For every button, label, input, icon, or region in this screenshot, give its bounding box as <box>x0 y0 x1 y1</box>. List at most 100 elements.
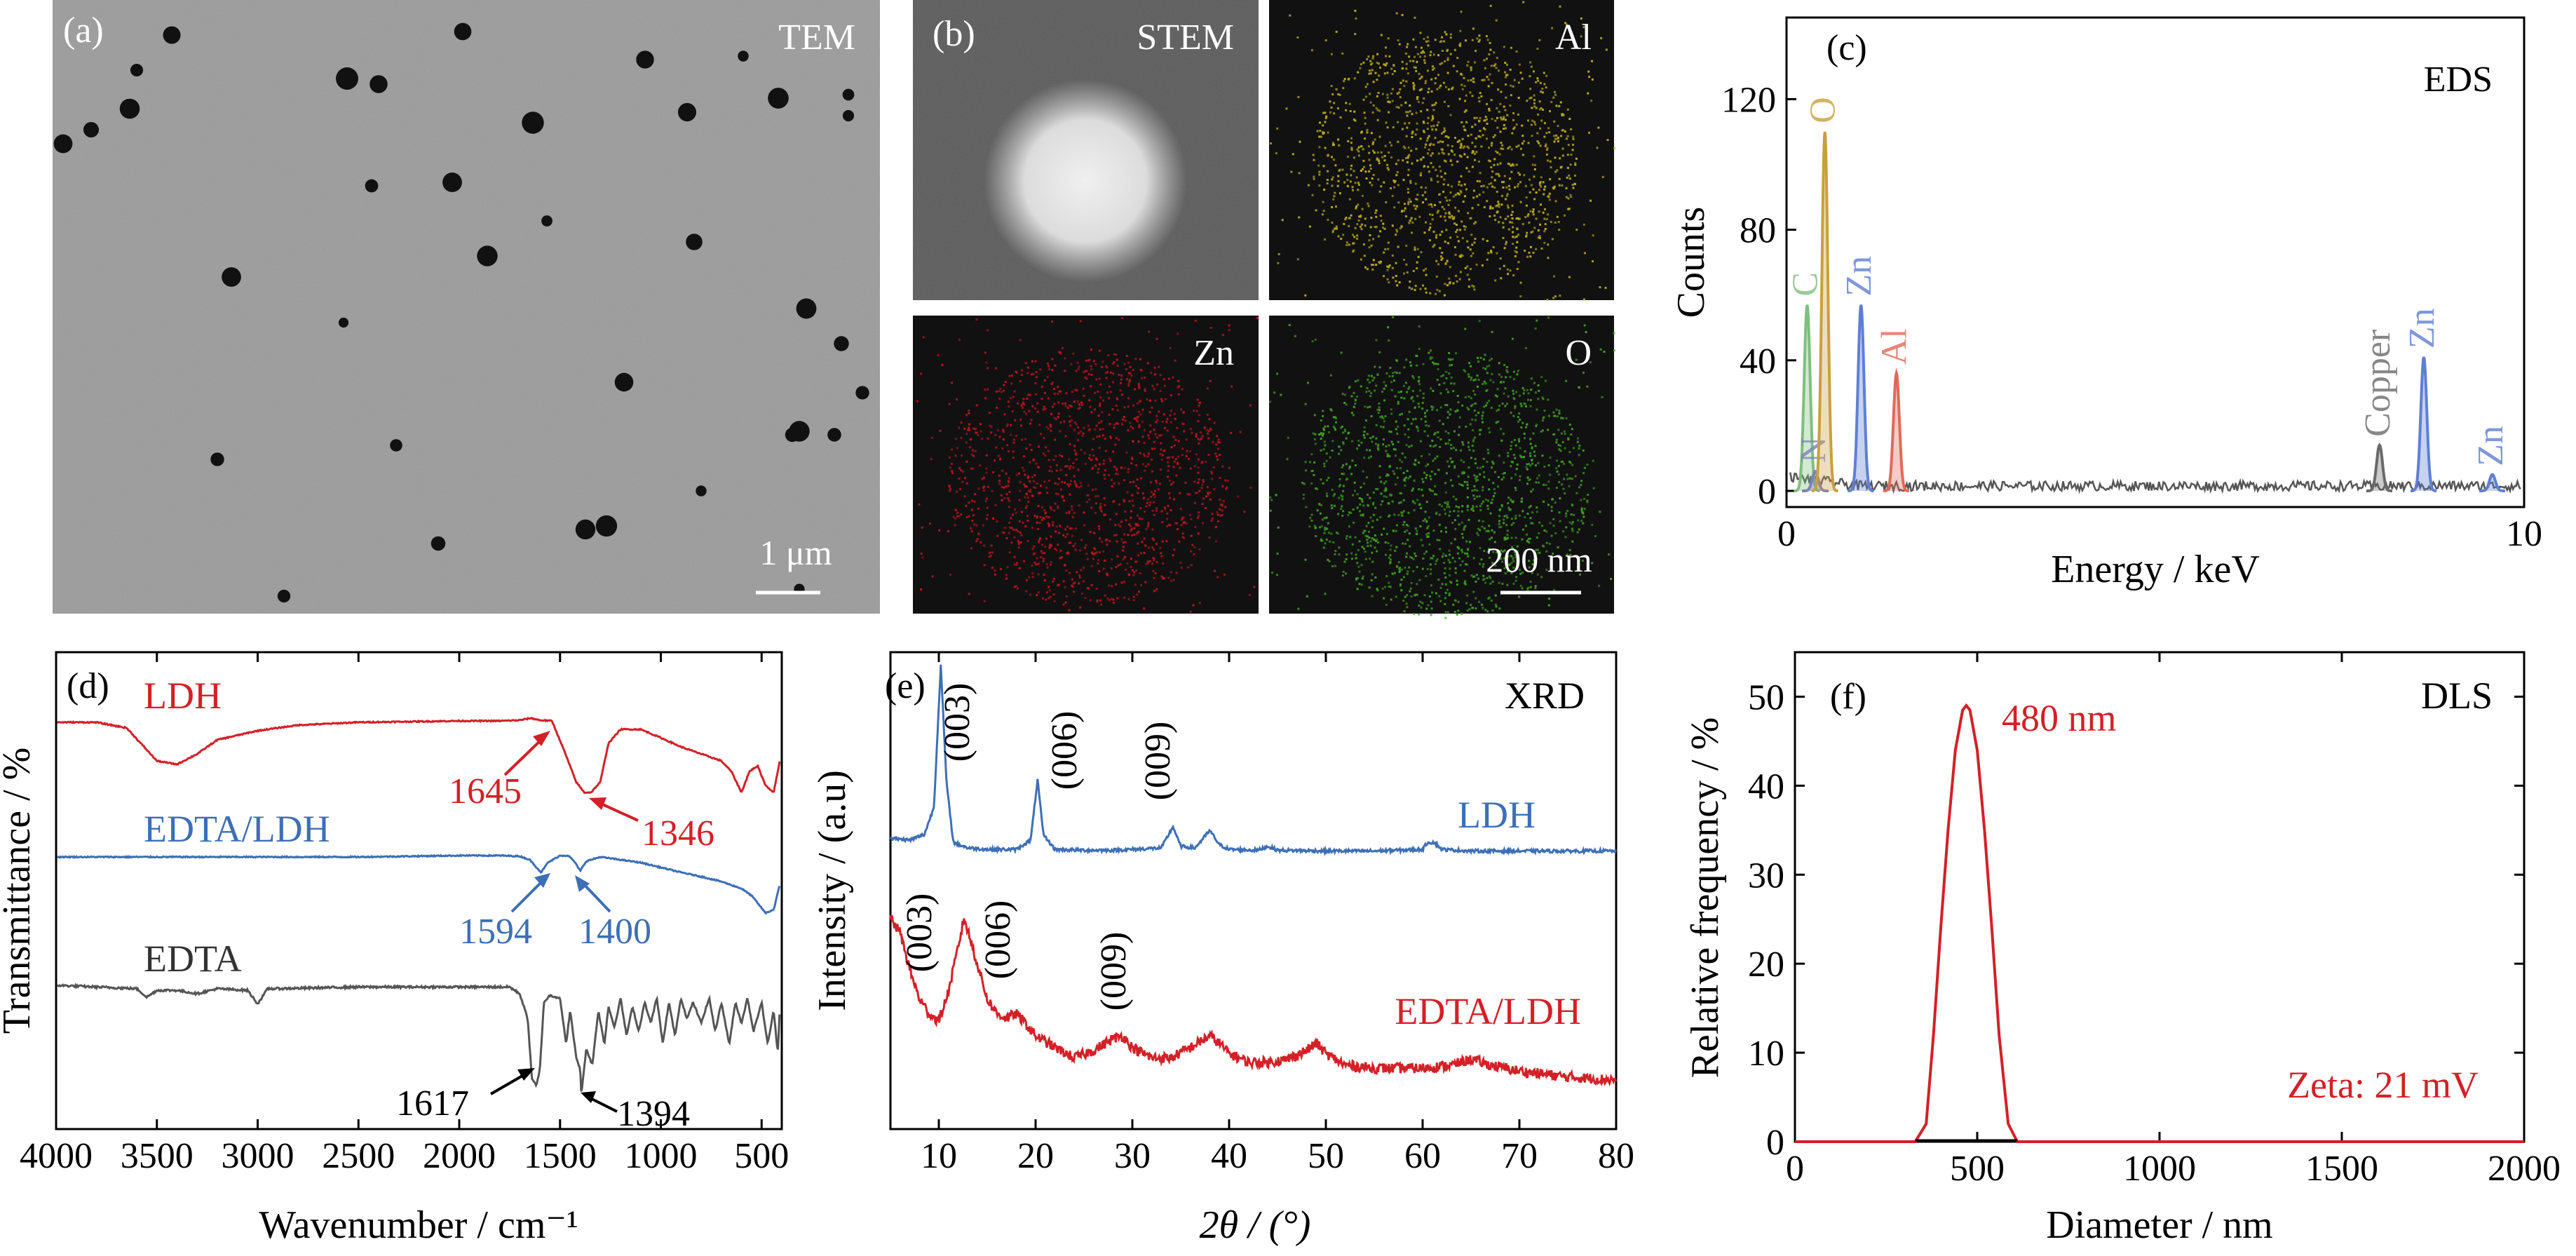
zn-map-dot <box>1190 564 1193 567</box>
al-map-dot <box>1480 185 1483 188</box>
o-map-dot <box>1413 509 1416 512</box>
o-map-dot <box>1314 433 1317 435</box>
zn-map-dot <box>1112 450 1115 453</box>
al-map-dot <box>1432 117 1435 120</box>
zn-map-dot <box>1054 482 1057 485</box>
zn-map-dot <box>1080 485 1083 487</box>
eds-peak <box>1883 367 1909 492</box>
al-map-dot <box>1536 140 1539 142</box>
o-map-dot <box>1420 606 1423 609</box>
o-map-dot <box>1580 499 1582 501</box>
o-map-dot <box>1320 438 1322 440</box>
zn-map-dot <box>922 336 925 339</box>
o-map-dot <box>1486 372 1489 374</box>
zn-map-dot <box>1197 481 1200 484</box>
o-map-dot <box>1428 424 1430 427</box>
o-map-dot <box>1463 480 1466 483</box>
o-map-dot <box>1364 551 1367 553</box>
zn-map-dot <box>1026 492 1028 495</box>
o-map-dot <box>1416 533 1418 536</box>
zn-map-dot <box>1160 510 1163 513</box>
panel-label-b: (b) <box>933 14 975 54</box>
o-map-dot <box>1438 504 1441 506</box>
zn-map-dot <box>1099 428 1101 431</box>
al-map-dot <box>1460 254 1463 257</box>
o-map-dot <box>1477 360 1480 363</box>
o-map-dot <box>1454 410 1457 413</box>
al-map-dot <box>1496 116 1498 119</box>
al-map-dot <box>1348 77 1350 80</box>
o-map-dot <box>1526 389 1528 391</box>
o-map-dot <box>1507 497 1510 499</box>
al-map-dot <box>1317 164 1320 167</box>
al-map-dot <box>1369 181 1371 184</box>
o-map-dot <box>1561 417 1564 419</box>
al-map-dot <box>1401 13 1404 16</box>
o-map-dot <box>1448 352 1451 354</box>
al-map-dot <box>1333 195 1336 198</box>
al-map-dot <box>1489 207 1491 210</box>
zn-map-dot <box>1153 447 1156 450</box>
o-map-dot <box>1534 562 1537 565</box>
o-map-dot <box>1444 501 1446 504</box>
zn-map-dot <box>1147 521 1150 524</box>
o-map-dot <box>1482 607 1484 609</box>
o-map-dot <box>1506 570 1509 573</box>
zn-map-dot <box>1173 444 1176 447</box>
zn-map-dot <box>1102 462 1105 465</box>
zn-map-dot <box>1095 457 1097 460</box>
al-map-dot <box>1536 132 1539 135</box>
zn-map-dot <box>1066 552 1068 555</box>
zn-map-dot <box>1114 443 1117 446</box>
o-map-dot <box>1601 396 1604 398</box>
o-map-dot <box>1518 595 1521 598</box>
eds-peak-fill <box>1802 471 1829 491</box>
zn-map-dot <box>1062 403 1064 405</box>
zn-map-dot <box>1118 503 1120 506</box>
al-map-dot <box>1542 181 1545 184</box>
zn-map-dot <box>1144 581 1147 583</box>
al-map-dot <box>1490 250 1492 252</box>
al-map-dot <box>1431 65 1434 68</box>
ftir-xtick-label: 1500 <box>524 1136 597 1176</box>
o-map-dot <box>1463 528 1465 531</box>
zn-map-dot <box>1230 431 1233 434</box>
o-map-dot <box>1362 514 1364 517</box>
eds-ytick-label: 120 <box>1721 80 1776 120</box>
al-map-dot <box>1386 96 1389 99</box>
o-map-dot <box>1366 535 1369 538</box>
zn-map-dot <box>986 518 988 520</box>
zn-map-dot <box>1160 555 1163 558</box>
o-map-dot <box>1273 391 1276 394</box>
al-map-dot <box>1449 53 1452 55</box>
o-map-dot <box>1510 445 1512 447</box>
o-map-dot <box>1369 558 1371 560</box>
zn-map-dot <box>1022 401 1024 404</box>
zn-map-dot <box>1046 566 1049 569</box>
al-map-dot <box>1292 153 1294 156</box>
al-map-dot <box>1548 131 1551 134</box>
al-map-dot <box>1529 210 1532 212</box>
o-map-dot <box>1412 487 1414 490</box>
zn-map-dot <box>1109 391 1112 393</box>
al-map-dot <box>1350 142 1353 144</box>
zn-map-dot <box>1204 426 1207 428</box>
zn-map-dot <box>1002 428 1005 431</box>
o-map-dot <box>1404 480 1406 482</box>
o-map-dot <box>1345 535 1348 537</box>
al-map-dot <box>1384 64 1387 67</box>
zn-map-dot <box>1024 506 1027 509</box>
zn-map-dot <box>1031 405 1034 407</box>
o-map-dot <box>1511 337 1514 340</box>
o-map-dot <box>1390 412 1393 415</box>
al-map-dot <box>1532 188 1535 191</box>
zn-map-dot <box>1069 424 1071 427</box>
zn-map-dot <box>1065 392 1068 395</box>
zn-map-dot <box>1149 430 1152 433</box>
zn-map-dot <box>984 500 987 503</box>
al-map-dot <box>1408 222 1411 224</box>
al-map-dot <box>1537 229 1540 231</box>
zn-map-dot <box>1204 507 1207 509</box>
zn-map-dot <box>1085 543 1087 546</box>
zn-map-dot <box>1060 556 1063 559</box>
